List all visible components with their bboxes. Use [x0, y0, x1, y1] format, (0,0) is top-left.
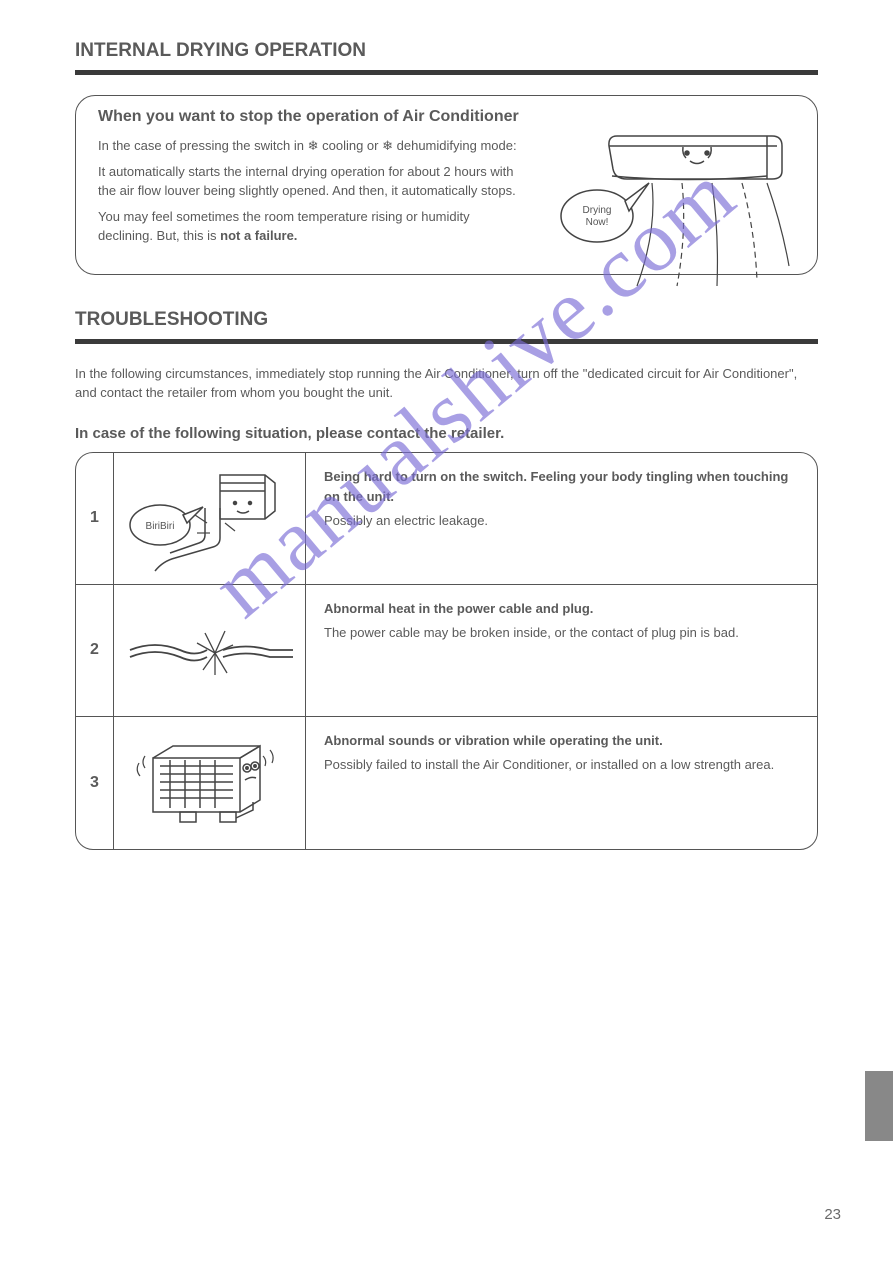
row-question: Abnormal heat in the power cable and plu…	[324, 599, 799, 619]
troubleshoot-intro: In the following circumstances, immediat…	[75, 364, 818, 403]
ac-unit-illustration: Drying Now!	[557, 131, 797, 291]
fan-box-title: When you want to stop the operation of A…	[98, 108, 795, 126]
row-text: Abnormal sounds or vibration while opera…	[306, 717, 817, 849]
row-text: Being hard to turn on the switch. Feelin…	[306, 453, 817, 584]
troubleshoot-table-title: In case of the following situation, plea…	[75, 425, 818, 442]
row-illustration	[114, 717, 306, 849]
row-answer: The power cable may be broken inside, or…	[324, 623, 799, 643]
row-text: Abnormal heat in the power cable and plu…	[306, 585, 817, 716]
table-row: 2	[76, 585, 817, 717]
para1a: In the case of pressing the switch in	[98, 138, 304, 153]
troubleshoot-table: 1	[75, 452, 818, 850]
para3b: not a failure.	[220, 228, 297, 243]
row-question: Being hard to turn on the switch. Feelin…	[324, 467, 799, 507]
row-illustration	[114, 585, 306, 716]
svg-text:BiriBiri: BiriBiri	[145, 521, 174, 532]
row-number: 2	[90, 641, 99, 659]
snowflake-icon-2: ❄	[382, 136, 393, 156]
para1b: cooling or	[322, 138, 382, 153]
para1c: dehumidifying mode:	[397, 138, 517, 153]
fan-operation-box: When you want to stop the operation of A…	[75, 95, 818, 275]
row-answer: Possibly failed to install the Air Condi…	[324, 755, 799, 775]
snowflake-icon: ❄	[308, 136, 319, 156]
table-row: 1	[76, 453, 817, 585]
row-answer: Possibly an electric leakage.	[324, 511, 799, 531]
page-number: 23	[824, 1206, 841, 1223]
table-row: 3	[76, 717, 817, 849]
section1-heading: INTERNAL DRYING OPERATION	[75, 40, 818, 62]
fan-box-body: In the case of pressing the switch in ❄ …	[98, 136, 528, 246]
row-number: 3	[90, 774, 99, 792]
row-number-cell: 3	[76, 717, 114, 849]
row-number-cell: 2	[76, 585, 114, 716]
row-number-cell: 1	[76, 453, 114, 584]
row-number: 1	[90, 509, 99, 527]
svg-text:Now!: Now!	[586, 217, 609, 228]
divider-2	[75, 339, 818, 344]
bubble-drying: Drying	[583, 205, 612, 216]
divider-1	[75, 70, 818, 75]
section2-heading: TROUBLESHOOTING	[75, 309, 818, 331]
row-question: Abnormal sounds or vibration while opera…	[324, 731, 799, 751]
row-illustration: BiriBiri	[114, 453, 306, 584]
side-tab	[865, 1071, 893, 1141]
para2: It automatically starts the internal dry…	[98, 162, 528, 201]
